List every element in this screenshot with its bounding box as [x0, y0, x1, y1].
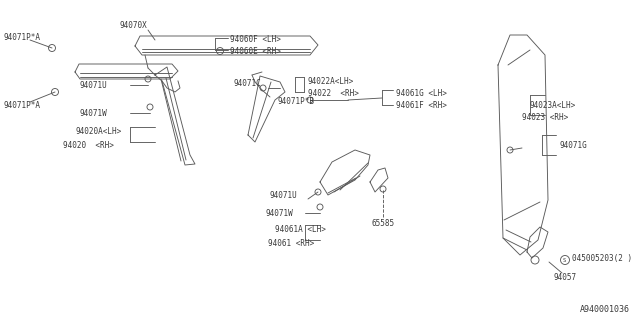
Text: 045005203(2 ): 045005203(2 )	[572, 254, 632, 263]
Text: 94071W: 94071W	[265, 210, 292, 219]
Text: 94071P*A: 94071P*A	[3, 33, 40, 42]
Text: 94061A <LH>: 94061A <LH>	[275, 226, 326, 235]
Text: 94057: 94057	[554, 274, 577, 283]
Text: 94071P*A: 94071P*A	[3, 100, 40, 109]
Text: 94020  <RH>: 94020 <RH>	[63, 141, 114, 150]
Text: 94023 <RH>: 94023 <RH>	[522, 114, 568, 123]
Text: 94071U: 94071U	[270, 190, 298, 199]
Text: 94061 <RH>: 94061 <RH>	[268, 238, 314, 247]
Text: 94071W: 94071W	[80, 108, 108, 117]
Text: 94060F <LH>: 94060F <LH>	[230, 36, 281, 44]
Text: 65585: 65585	[372, 219, 395, 228]
Text: 94061G <LH>: 94061G <LH>	[396, 89, 447, 98]
Text: 94020A<LH>: 94020A<LH>	[75, 126, 121, 135]
Text: 94022A<LH>: 94022A<LH>	[308, 77, 355, 86]
Text: 94071U: 94071U	[80, 81, 108, 90]
Text: A940001036: A940001036	[580, 306, 630, 315]
Text: 94070X: 94070X	[120, 20, 148, 29]
Text: 94060E <RH>: 94060E <RH>	[230, 47, 281, 57]
Text: 94071G: 94071G	[559, 141, 587, 150]
Text: 94061F <RH>: 94061F <RH>	[396, 101, 447, 110]
Text: 94071P*B: 94071P*B	[278, 98, 315, 107]
Text: 94071C: 94071C	[234, 79, 262, 89]
Text: S: S	[563, 258, 566, 262]
Text: 94023A<LH>: 94023A<LH>	[530, 100, 576, 109]
Text: 94022  <RH>: 94022 <RH>	[308, 89, 359, 98]
